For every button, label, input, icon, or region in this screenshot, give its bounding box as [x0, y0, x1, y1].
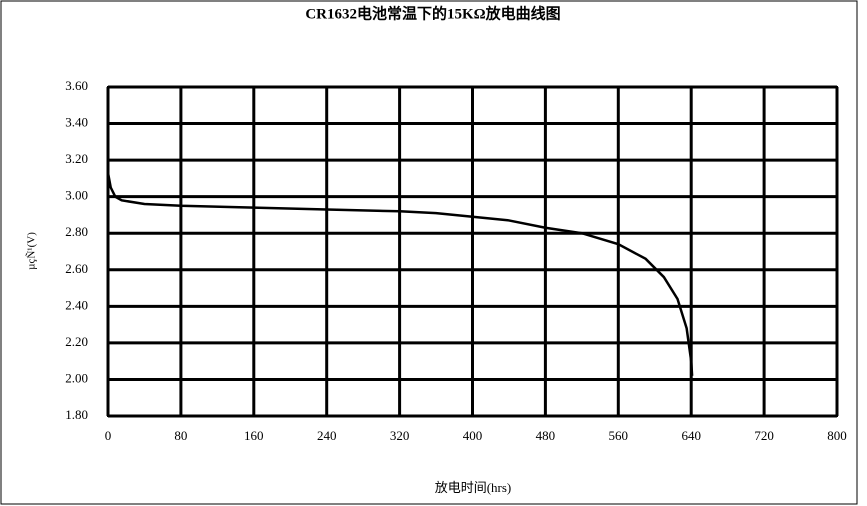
chart-title: CR1632电池常温下的15KΩ放电曲线图: [305, 4, 560, 22]
y-tick-label: 3.20: [65, 151, 88, 166]
x-tick-label: 80: [174, 428, 187, 443]
y-tick-label: 3.60: [65, 78, 88, 93]
y-tick-label: 2.80: [65, 224, 88, 239]
y-axis-label: µçÑ¹(V): [26, 232, 38, 270]
data-line: [106, 172, 694, 376]
y-tick-label: 2.60: [65, 261, 88, 276]
x-tick-label: 560: [609, 428, 629, 443]
x-tick-label: 400: [463, 428, 483, 443]
y-tick-label: 3.40: [65, 115, 88, 130]
x-tick-label: 0: [105, 428, 112, 443]
x-tick-label: 480: [536, 428, 556, 443]
x-tick-label: 720: [754, 428, 774, 443]
y-tick-label: 2.40: [65, 297, 88, 312]
y-tick-label: 2.20: [65, 334, 88, 349]
y-tick-label: 2.00: [65, 370, 88, 385]
x-axis-label: 放电时间(hrs): [435, 480, 512, 495]
x-tick-label: 800: [827, 428, 847, 443]
x-tick-label: 640: [681, 428, 701, 443]
x-tick-label: 160: [244, 428, 264, 443]
y-tick-label: 3.00: [65, 188, 88, 203]
y-tick-label: 1.80: [65, 407, 88, 422]
x-tick-label: 320: [390, 428, 410, 443]
x-tick-label: 240: [317, 428, 337, 443]
